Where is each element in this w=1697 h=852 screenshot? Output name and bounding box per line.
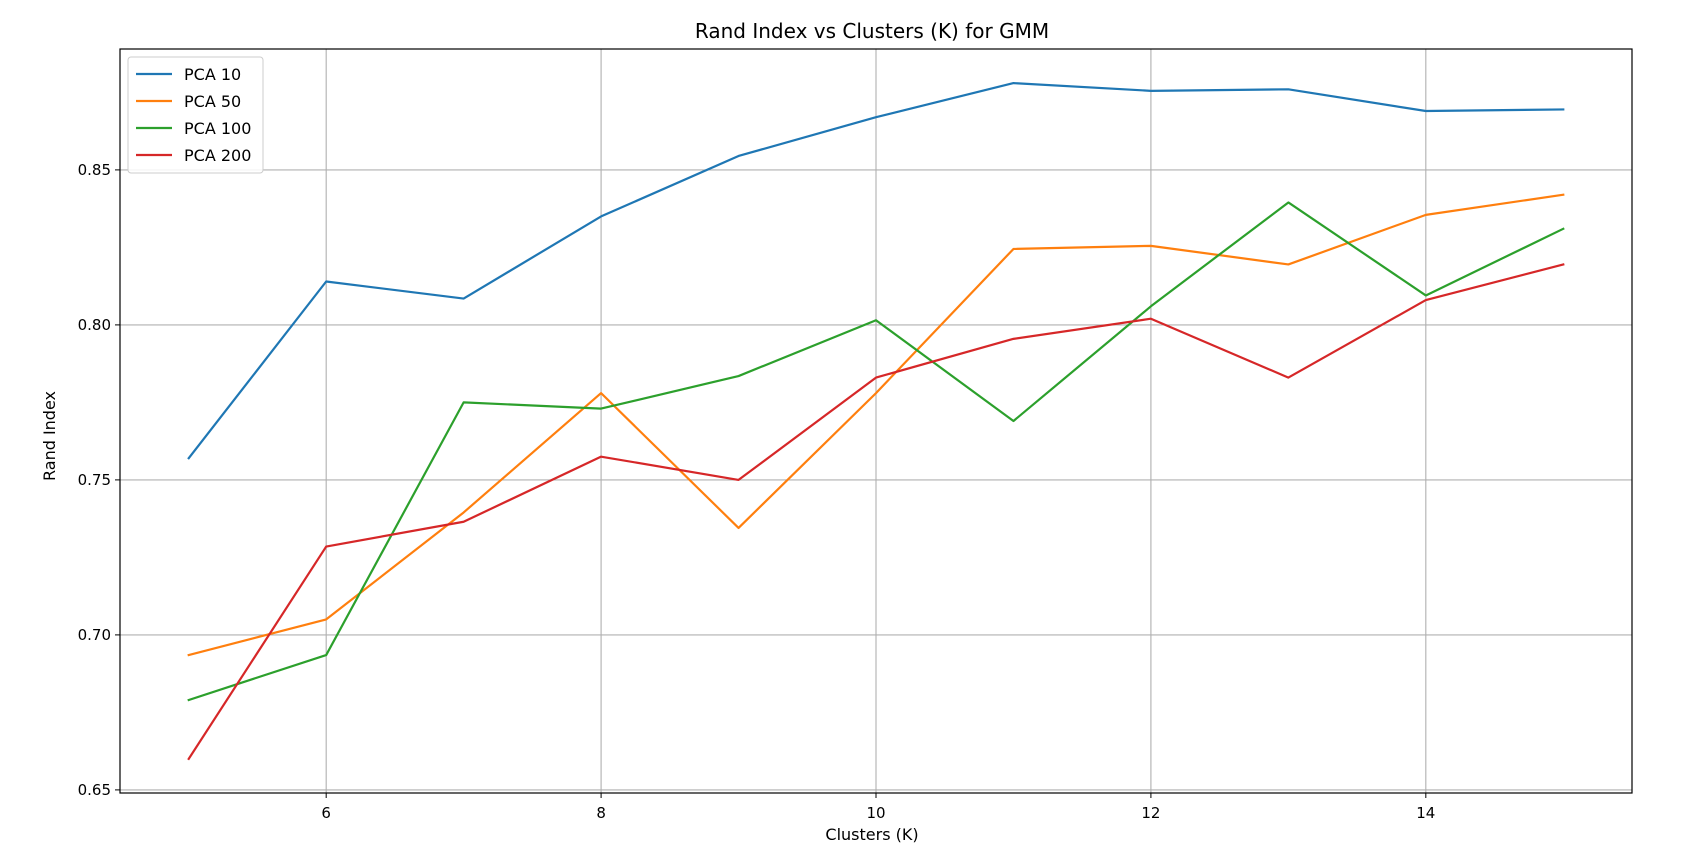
y-tick-label: 0.80	[78, 316, 111, 334]
x-tick-label: 8	[596, 804, 606, 822]
legend-label-pca-100: PCA 100	[184, 119, 251, 138]
legend-label-pca-10: PCA 10	[184, 65, 241, 84]
y-axis-ticks: 0.65 0.70 0.75 0.80 0.85	[78, 161, 120, 799]
x-tick-label: 10	[866, 804, 885, 822]
x-tick-label: 12	[1141, 804, 1160, 822]
y-tick-label: 0.70	[78, 626, 111, 644]
x-tick-label: 6	[321, 804, 331, 822]
series-line-pca-50	[187, 193, 1565, 657]
series-line-pca-200	[187, 263, 1565, 761]
series-line-pca-100	[187, 201, 1565, 702]
series-lines	[187, 81, 1565, 761]
y-tick-label: 0.85	[78, 161, 111, 179]
legend-box	[127, 56, 264, 174]
x-axis-label: Clusters (K)	[825, 825, 918, 844]
legend-label-pca-50: PCA 50	[184, 92, 241, 111]
x-axis-ticks: 6 8 10 12 14	[321, 793, 1435, 822]
legend: PCA 10 PCA 50 PCA 100 PCA 200	[127, 56, 264, 174]
chart-title: Rand Index vs Clusters (K) for GMM	[695, 19, 1049, 43]
y-axis-label: Rand Index	[40, 391, 59, 481]
grid	[120, 49, 1632, 793]
legend-label-pca-200: PCA 200	[184, 146, 251, 165]
y-tick-label: 0.75	[78, 471, 111, 489]
y-tick-label: 0.65	[78, 781, 111, 799]
x-tick-label: 14	[1416, 804, 1435, 822]
series-line-pca-10	[187, 81, 1565, 460]
